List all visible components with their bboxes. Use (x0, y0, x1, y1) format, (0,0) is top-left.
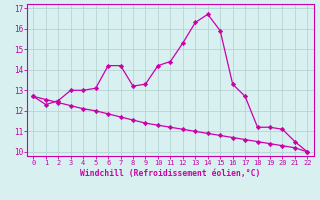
X-axis label: Windchill (Refroidissement éolien,°C): Windchill (Refroidissement éolien,°C) (80, 169, 260, 178)
